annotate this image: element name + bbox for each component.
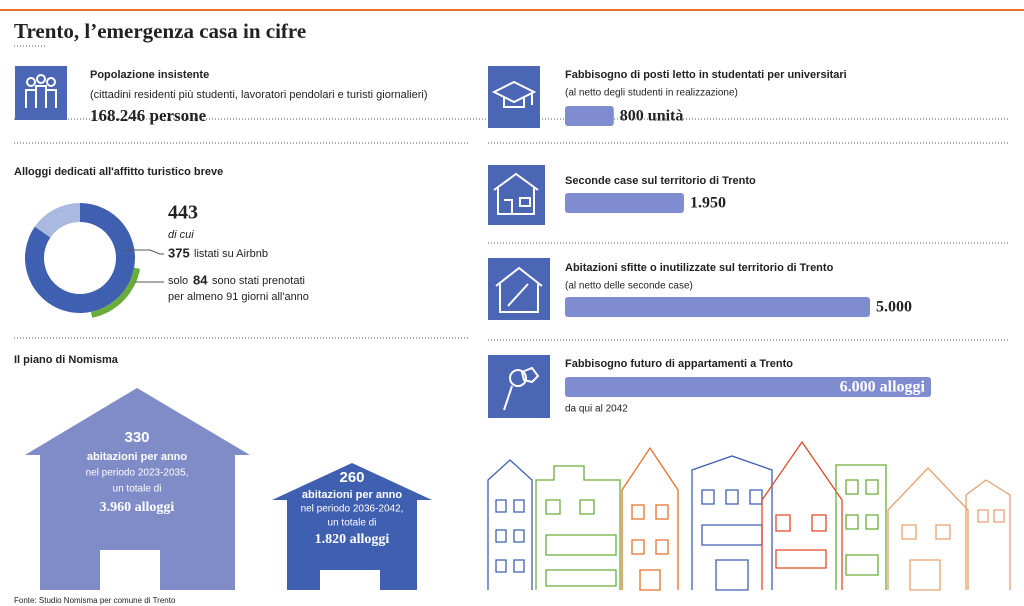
- booked-note: per almeno 91 giorni all'anno: [168, 291, 309, 303]
- rentals-of-which: di cui: [168, 229, 194, 241]
- booked-text: sono stati prenotati: [212, 275, 305, 287]
- airbnb-text: listati su Airbnb: [194, 248, 268, 260]
- plan-title: Il piano di Nomisma: [14, 354, 119, 366]
- item-note: (al netto delle seconde case): [565, 281, 693, 292]
- title: Trento, l’emergenza casa in cifre: [14, 19, 306, 43]
- house-unit: abitazioni per anno: [302, 489, 403, 501]
- bar: [565, 377, 931, 397]
- house-count: 330: [124, 429, 149, 446]
- house-large: [25, 388, 250, 590]
- airbnb-value: 375: [168, 245, 190, 260]
- booked-value: 84: [193, 272, 208, 287]
- population-note: (cittadini residenti più studenti, lavor…: [90, 89, 428, 101]
- item-title: Abitazioni sfitte o inutilizzate sul ter…: [565, 262, 834, 274]
- item-title: Seconde case sul territorio di Trento: [565, 175, 756, 187]
- house-period: nel periodo 2036-2042,: [301, 504, 404, 515]
- house-total-intro: un totale di: [113, 484, 162, 495]
- connector: [125, 249, 164, 255]
- item-title: Fabbisogno di posti letto in studentati …: [565, 69, 847, 81]
- bar: [565, 297, 870, 317]
- rentals-title: Alloggi dedicati all'affitto turistico b…: [14, 166, 223, 178]
- house-count: 260: [339, 469, 364, 486]
- donut-airbnb: [25, 203, 135, 313]
- booked-prefix: solo: [168, 275, 188, 287]
- bars: Fabbisogno di posti letto in studentati …: [565, 69, 931, 415]
- icon-house-glyph: [493, 172, 539, 215]
- house-total-intro: un totale di: [328, 518, 377, 529]
- item-footnote: da qui al 2042: [565, 404, 628, 415]
- house-period: nel periodo 2023-2035,: [86, 468, 189, 479]
- population-title: Popolazione insistente: [90, 69, 209, 81]
- house-total: 3.960 alloggi: [100, 500, 175, 515]
- house-total: 1.820 alloggi: [315, 532, 390, 547]
- icon-people-glyph: [25, 74, 57, 108]
- house-small: [272, 463, 432, 590]
- icon-cap-glyph: [491, 80, 537, 108]
- bar-label: 1.950: [690, 195, 726, 212]
- icon-bed: [63, 240, 97, 271]
- donut-booked: [90, 267, 141, 318]
- plan-texts: 330 abitazioni per anno nel periodo 2023-2…: [86, 429, 404, 547]
- bar: [565, 193, 684, 213]
- house-unit: abitazioni per anno: [87, 451, 188, 463]
- donut: [25, 203, 141, 318]
- bar-label: 6.000 alloggi: [840, 379, 926, 396]
- icon-keys-glyph: [503, 366, 540, 411]
- icon-empty-glyph: [495, 266, 543, 313]
- bar: [565, 106, 614, 126]
- source: Fonte: Studio Nomisma per comune di Tren…: [14, 596, 176, 605]
- item-title: Fabbisogno futuro di appartamenti a Tren…: [565, 358, 793, 370]
- population-value: 168.246 persone: [90, 106, 207, 125]
- bar-label: 5.000: [876, 299, 912, 316]
- donut-total: [34, 203, 80, 238]
- bar-label: 800 unità: [620, 108, 684, 125]
- item-note: (al netto degli studenti in realizzazion…: [565, 88, 738, 99]
- houses-illustration: [487, 440, 1011, 591]
- rentals-total: 443: [168, 202, 198, 224]
